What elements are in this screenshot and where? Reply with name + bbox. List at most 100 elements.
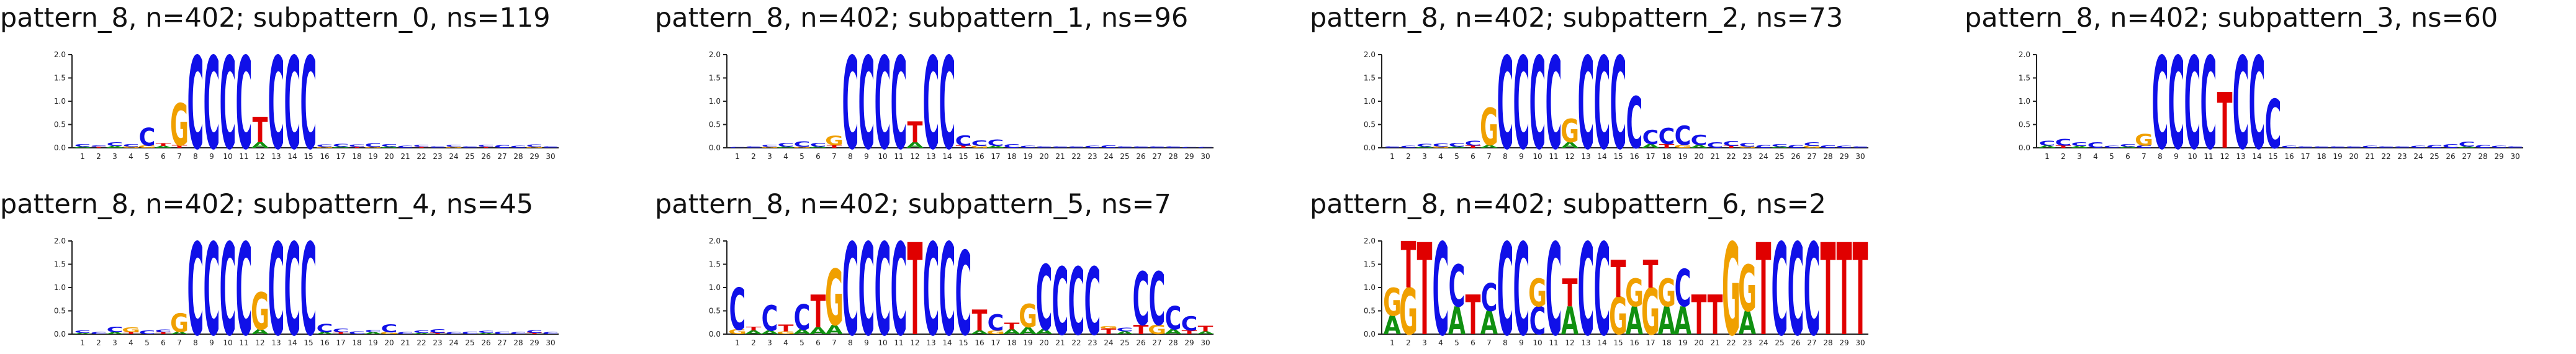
logo-letter-C: C bbox=[858, 217, 875, 354]
x-tick-label: 5 bbox=[799, 338, 804, 347]
x-tick-label: 7 bbox=[2141, 152, 2146, 161]
logo-letter-C: C bbox=[236, 31, 253, 178]
logo-letter-C: C bbox=[413, 330, 430, 334]
x-tick-label: 30 bbox=[1200, 338, 1210, 347]
x-tick-label: 20 bbox=[2349, 152, 2358, 161]
logo-letter-C: C bbox=[2168, 31, 2185, 178]
logo-letter-C: C bbox=[1101, 145, 1117, 148]
y-tick-label: 0.5 bbox=[709, 120, 721, 129]
logo-letter-C: C bbox=[1149, 257, 1166, 343]
x-tick-label: 15 bbox=[958, 152, 968, 161]
x-tick-label: 22 bbox=[1726, 152, 1736, 161]
x-tick-label: 28 bbox=[513, 338, 523, 347]
logo-letter-C: C bbox=[2362, 145, 2379, 148]
logo-letter-C: C bbox=[1181, 147, 1198, 148]
x-tick-label: 18 bbox=[1007, 152, 1016, 161]
x-tick-label: 25 bbox=[1120, 338, 1129, 347]
logo-letter-C: C bbox=[1578, 31, 1595, 178]
logo-letter-T: T bbox=[1004, 320, 1020, 332]
logo-letter-C: C bbox=[1659, 123, 1675, 150]
x-tick-label: 29 bbox=[1184, 338, 1194, 347]
x-tick-label: 19 bbox=[2333, 152, 2342, 161]
x-tick-label: 1 bbox=[735, 338, 740, 347]
x-tick-label: 27 bbox=[1152, 152, 1161, 161]
x-tick-label: 1 bbox=[1390, 338, 1395, 347]
logo-letter-A: A bbox=[477, 332, 495, 335]
panel-title: pattern_8, n=402; subpattern_2, ns=73 bbox=[1310, 2, 1844, 34]
logo-letter-T: T bbox=[1756, 217, 1772, 354]
logo-letter-A: A bbox=[106, 145, 124, 148]
x-tick-label: 16 bbox=[1629, 338, 1639, 347]
logo-letter-C: C bbox=[446, 145, 462, 148]
x-tick-label: 25 bbox=[465, 152, 474, 161]
logo-letter-A: A bbox=[155, 145, 172, 148]
logo-letter-A: A bbox=[1416, 146, 1433, 148]
x-tick-label: 14 bbox=[942, 152, 952, 161]
x-tick-label: 15 bbox=[1613, 152, 1623, 161]
x-tick-label: 2 bbox=[1406, 152, 1411, 161]
logo-letter-C: C bbox=[413, 145, 430, 148]
y-tick-label: 1.5 bbox=[54, 260, 66, 269]
logo-letter-G: G bbox=[1738, 146, 1757, 148]
logo-letter-T: T bbox=[907, 116, 923, 149]
x-tick-label: 3 bbox=[2077, 152, 2082, 161]
logo-letter-C: C bbox=[778, 142, 795, 148]
logo-letter-C: C bbox=[139, 330, 156, 335]
x-tick-label: 30 bbox=[546, 338, 555, 347]
logo-letter-C: C bbox=[107, 325, 124, 334]
x-tick-label: 21 bbox=[1055, 338, 1065, 347]
x-tick-label: 5 bbox=[799, 152, 804, 161]
logo-letter-C: C bbox=[2459, 141, 2475, 148]
panel-title: pattern_8, n=402; subpattern_3, ns=60 bbox=[1965, 2, 2498, 34]
logo-letter-T: T bbox=[1466, 145, 1481, 148]
x-tick-label: 15 bbox=[304, 152, 313, 161]
x-tick-label: 8 bbox=[193, 338, 198, 347]
logo-letter-C: C bbox=[794, 140, 811, 149]
logo-letter-C: C bbox=[1594, 31, 1611, 178]
logo-letter-T: T bbox=[1708, 284, 1723, 347]
logo-letter-C: C bbox=[430, 146, 446, 148]
logo-letter-C: C bbox=[2297, 146, 2314, 148]
x-tick-label: 5 bbox=[145, 338, 150, 347]
logo-letter-G: G bbox=[970, 145, 989, 148]
logo-letter-C: C bbox=[74, 330, 91, 334]
x-tick-label: 16 bbox=[975, 338, 984, 347]
logo-letter-A: A bbox=[381, 146, 398, 148]
logo-letter-C: C bbox=[1513, 31, 1530, 178]
logo-letter-C: C bbox=[300, 31, 317, 178]
logo-letter-G: G bbox=[170, 309, 189, 338]
x-tick-label: 5 bbox=[145, 152, 150, 161]
logo-letter-T: T bbox=[1562, 271, 1578, 315]
logo-letter-C: C bbox=[1165, 301, 1182, 337]
logo-letter-T: T bbox=[1853, 217, 1868, 354]
logo-letter-C: C bbox=[462, 331, 479, 335]
logo-letter-C: C bbox=[955, 228, 972, 354]
x-tick-label: 8 bbox=[848, 338, 853, 347]
x-tick-label: 22 bbox=[2381, 152, 2390, 161]
x-tick-label: 1 bbox=[735, 152, 740, 161]
logo-letter-G: G bbox=[777, 331, 795, 335]
logo-letter-C: C bbox=[187, 31, 204, 178]
x-tick-label: 28 bbox=[2478, 152, 2487, 161]
x-tick-label: 4 bbox=[1438, 338, 1443, 347]
logo-letter-C: C bbox=[478, 330, 495, 334]
x-tick-label: 5 bbox=[1454, 152, 1459, 161]
x-tick-label: 13 bbox=[926, 152, 935, 161]
x-tick-label: 4 bbox=[128, 338, 133, 347]
logo-letter-C: C bbox=[268, 31, 285, 178]
logo-letter-A: A bbox=[809, 146, 827, 148]
y-tick-label: 0.5 bbox=[2019, 120, 2030, 129]
logo-letter-C: C bbox=[939, 31, 956, 178]
y-tick-label: 0.5 bbox=[54, 307, 66, 315]
logo-letter-A: A bbox=[1642, 143, 1660, 149]
x-tick-label: 11 bbox=[1549, 338, 1558, 347]
x-tick-label: 28 bbox=[1168, 152, 1178, 161]
y-tick-label: 1.5 bbox=[2019, 74, 2030, 83]
logo-letter-C: C bbox=[1465, 140, 1482, 147]
logo-letter-C: C bbox=[1497, 217, 1514, 354]
logo-letter-C: C bbox=[891, 217, 907, 354]
logo-letter-C: C bbox=[762, 299, 778, 339]
logo-letter-G: G bbox=[1657, 271, 1676, 315]
logo-letter-C: C bbox=[187, 217, 204, 354]
